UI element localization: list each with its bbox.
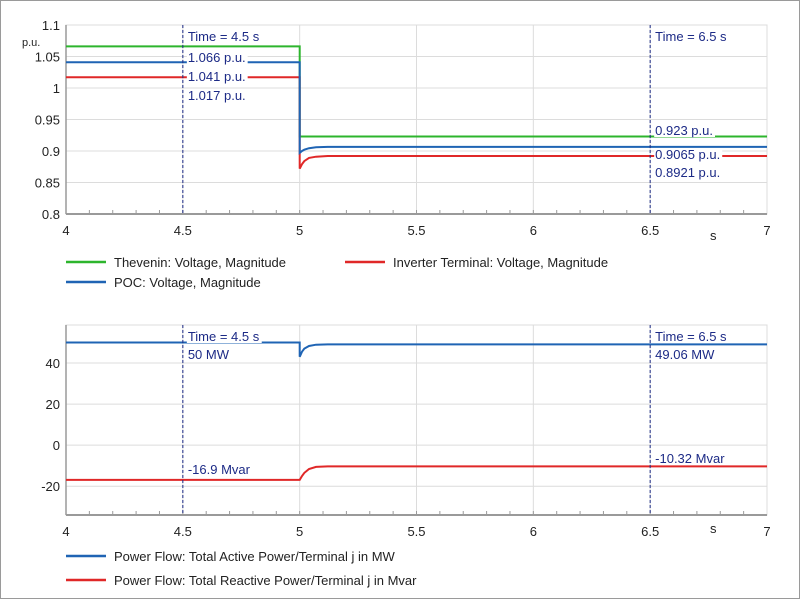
cursor-value-label: 1.066 p.u. <box>188 50 246 65</box>
x-axis-label: s <box>710 521 717 536</box>
cursor-value-label: 0.923 p.u. <box>655 123 713 138</box>
legend-label: Thevenin: Voltage, Magnitude <box>114 255 286 270</box>
label-background <box>186 70 248 83</box>
series-line <box>66 465 767 481</box>
label-background <box>654 348 718 361</box>
cursor-time-label: Time = 6.5 s <box>655 329 727 344</box>
label-background <box>186 348 232 361</box>
cursor-value-label: 1.041 p.u. <box>188 69 246 84</box>
cursor-time-label: Time = 4.5 s <box>188 29 260 44</box>
plot-2: 4 4.5 5 5.5 6 6.5 7 -20 0 20 40 s Power Flow: Total … <box>41 324 771 588</box>
x-tick-label: 4.5 <box>174 524 192 539</box>
x-tick-label: 4 <box>62 223 69 238</box>
label-background <box>654 148 723 161</box>
legend-label: Power Flow: Total Reactive Power/Termina… <box>114 573 417 588</box>
label-background <box>186 89 248 102</box>
series-line <box>66 341 767 358</box>
label-background <box>654 452 728 465</box>
label-background <box>186 30 262 43</box>
cursor-value-label: 0.8921 p.u. <box>655 165 720 180</box>
label-background <box>186 463 253 476</box>
cursor-value-label: 49.06 MW <box>655 347 715 362</box>
series-line <box>66 61 767 156</box>
y-tick-label: -20 <box>41 479 60 494</box>
y-tick-label: 0.95 <box>35 113 60 128</box>
cursor-time-label: Time = 6.5 s <box>655 29 727 44</box>
legend-label: Inverter Terminal: Voltage, Magnitude <box>393 255 608 270</box>
y-tick-label: 1.1 <box>42 18 60 33</box>
label-background <box>186 330 262 343</box>
x-tick-label: 5 <box>296 223 303 238</box>
plot-1: 4 4.5 5 5.5 6 6.5 7 0.8 0.85 0.9 0.95 1 1.05 1.1 s p.u.… <box>22 18 771 290</box>
y-tick-label: 0.8 <box>42 207 60 222</box>
cursor-value-label: 50 MW <box>188 347 230 362</box>
x-tick-label: 7 <box>763 524 770 539</box>
x-tick-label: 6.5 <box>641 524 659 539</box>
cursor-value-label: -10.32 Mvar <box>655 451 725 466</box>
y-tick-label: 20 <box>46 397 60 412</box>
label-background <box>654 124 715 137</box>
y-tick-label: 0.85 <box>35 176 60 191</box>
x-tick-label: 4 <box>62 524 69 539</box>
x-tick-label: 5 <box>296 524 303 539</box>
y-axis-label: p.u. <box>22 37 40 49</box>
x-tick-label: 5.5 <box>407 524 425 539</box>
y-tick-label: 40 <box>46 356 60 371</box>
x-axis-label: s <box>710 228 717 243</box>
x-tick-label: 6.5 <box>641 223 659 238</box>
y-tick-label: 1.05 <box>35 50 60 65</box>
y-tick-label: 0.9 <box>42 144 60 159</box>
legend-label: Power Flow: Total Active Power/Terminal … <box>114 549 396 564</box>
y-tick-label: 0 <box>53 438 60 453</box>
label-background <box>654 330 730 343</box>
label-background <box>654 166 723 179</box>
x-tick-label: 6 <box>530 223 537 238</box>
x-tick-label: 6 <box>530 524 537 539</box>
label-background <box>186 51 248 64</box>
cursor-value-label: -16.9 Mvar <box>188 462 251 477</box>
x-tick-label: 4.5 <box>174 223 192 238</box>
label-background <box>654 30 730 43</box>
x-tick-label: 5.5 <box>407 223 425 238</box>
cursor-value-label: 0.9065 p.u. <box>655 147 720 162</box>
x-tick-label: 7 <box>763 223 770 238</box>
cursor-value-label: 1.017 p.u. <box>188 88 246 103</box>
y-tick-label: 1 <box>53 81 60 96</box>
cursor-time-label: Time = 4.5 s <box>188 329 260 344</box>
legend-label: POC: Voltage, Magnitude <box>114 275 261 290</box>
